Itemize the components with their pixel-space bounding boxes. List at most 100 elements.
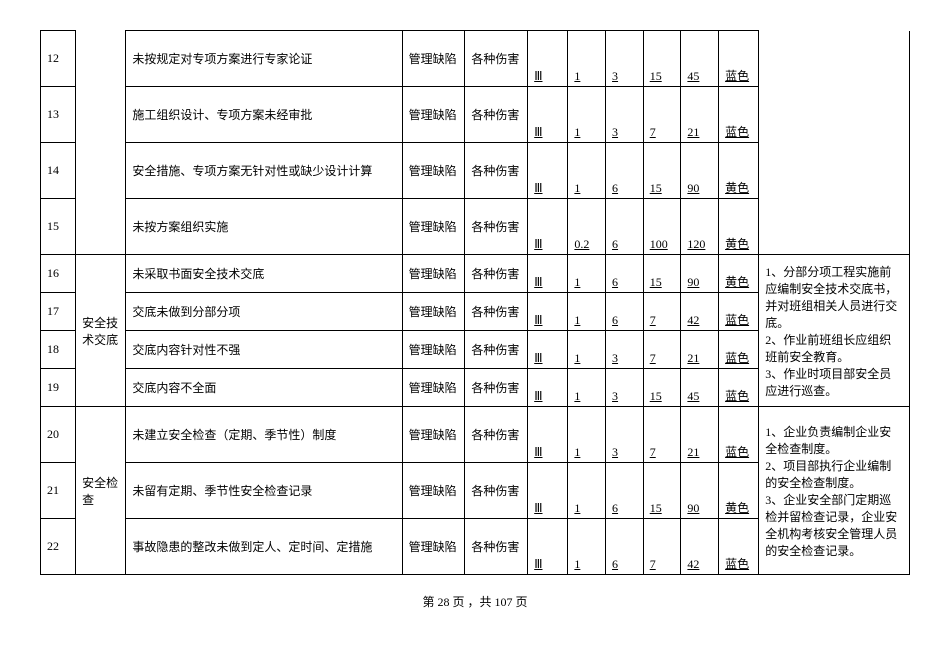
lvl-cell: Ⅲ bbox=[528, 255, 568, 293]
n3-cell: 15 bbox=[643, 463, 681, 519]
type-cell: 管理缺陷 bbox=[402, 31, 465, 87]
idx-cell: 20 bbox=[41, 407, 76, 463]
harm-cell: 各种伤害 bbox=[465, 331, 528, 369]
cat-cell: 安全检查 bbox=[76, 407, 126, 575]
harm-cell: 各种伤害 bbox=[465, 293, 528, 331]
n2-cell: 6 bbox=[606, 255, 644, 293]
desc-cell: 交底内容不全面 bbox=[126, 369, 402, 407]
color-cell: 黄色 bbox=[719, 255, 759, 293]
n4-cell: 42 bbox=[681, 293, 719, 331]
n3-cell: 7 bbox=[643, 331, 681, 369]
n3-cell: 15 bbox=[643, 369, 681, 407]
color-cell: 黄色 bbox=[719, 143, 759, 199]
n3-cell: 7 bbox=[643, 293, 681, 331]
lvl-cell: Ⅲ bbox=[528, 407, 568, 463]
desc-cell: 交底未做到分部分项 bbox=[126, 293, 402, 331]
color-cell: 蓝色 bbox=[719, 293, 759, 331]
note-cell: 1、分部分项工程实施前应编制安全技术交底书，并对班组相关人员进行交底。2、作业前… bbox=[759, 255, 910, 407]
idx-cell: 15 bbox=[41, 199, 76, 255]
type-cell: 管理缺陷 bbox=[402, 255, 465, 293]
n3-cell: 7 bbox=[643, 519, 681, 575]
n4-cell: 21 bbox=[681, 407, 719, 463]
desc-cell: 未留有定期、季节性安全检查记录 bbox=[126, 463, 402, 519]
harm-cell: 各种伤害 bbox=[465, 463, 528, 519]
idx-cell: 16 bbox=[41, 255, 76, 293]
n1-cell: 0.2 bbox=[568, 199, 606, 255]
n1-cell: 1 bbox=[568, 519, 606, 575]
color-cell: 黄色 bbox=[719, 199, 759, 255]
harm-cell: 各种伤害 bbox=[465, 143, 528, 199]
color-cell: 蓝色 bbox=[719, 407, 759, 463]
table-row: 12 未按规定对专项方案进行专家论证 管理缺陷 各种伤害 Ⅲ 1 3 15 45… bbox=[41, 31, 910, 87]
n4-cell: 90 bbox=[681, 463, 719, 519]
page-footer: 第 28 页 ，共 107 页 bbox=[40, 593, 910, 610]
n4-cell: 21 bbox=[681, 87, 719, 143]
n2-cell: 6 bbox=[606, 143, 644, 199]
idx-cell: 14 bbox=[41, 143, 76, 199]
harm-cell: 各种伤害 bbox=[465, 31, 528, 87]
harm-cell: 各种伤害 bbox=[465, 519, 528, 575]
idx-cell: 18 bbox=[41, 331, 76, 369]
harm-cell: 各种伤害 bbox=[465, 369, 528, 407]
harm-cell: 各种伤害 bbox=[465, 199, 528, 255]
lvl-cell: Ⅲ bbox=[528, 199, 568, 255]
n4-cell: 45 bbox=[681, 369, 719, 407]
n1-cell: 1 bbox=[568, 331, 606, 369]
desc-cell: 交底内容针对性不强 bbox=[126, 331, 402, 369]
n1-cell: 1 bbox=[568, 255, 606, 293]
type-cell: 管理缺陷 bbox=[402, 463, 465, 519]
n4-cell: 90 bbox=[681, 255, 719, 293]
n2-cell: 3 bbox=[606, 369, 644, 407]
type-cell: 管理缺陷 bbox=[402, 199, 465, 255]
n4-cell: 90 bbox=[681, 143, 719, 199]
type-cell: 管理缺陷 bbox=[402, 369, 465, 407]
idx-cell: 13 bbox=[41, 87, 76, 143]
n2-cell: 3 bbox=[606, 407, 644, 463]
type-cell: 管理缺陷 bbox=[402, 87, 465, 143]
n4-cell: 42 bbox=[681, 519, 719, 575]
n1-cell: 1 bbox=[568, 143, 606, 199]
desc-cell: 未建立安全检查（定期、季节性）制度 bbox=[126, 407, 402, 463]
n4-cell: 21 bbox=[681, 331, 719, 369]
idx-cell: 19 bbox=[41, 369, 76, 407]
color-cell: 蓝色 bbox=[719, 31, 759, 87]
n3-cell: 15 bbox=[643, 31, 681, 87]
color-cell: 蓝色 bbox=[719, 87, 759, 143]
n1-cell: 1 bbox=[568, 87, 606, 143]
lvl-cell: Ⅲ bbox=[528, 331, 568, 369]
type-cell: 管理缺陷 bbox=[402, 407, 465, 463]
desc-cell: 安全措施、专项方案无针对性或缺少设计计算 bbox=[126, 143, 402, 199]
n3-cell: 7 bbox=[643, 407, 681, 463]
n3-cell: 7 bbox=[643, 87, 681, 143]
n3-cell: 15 bbox=[643, 143, 681, 199]
lvl-cell: Ⅲ bbox=[528, 87, 568, 143]
color-cell: 黄色 bbox=[719, 463, 759, 519]
harm-cell: 各种伤害 bbox=[465, 407, 528, 463]
color-cell: 蓝色 bbox=[719, 519, 759, 575]
n2-cell: 3 bbox=[606, 31, 644, 87]
table-row: 16 安全技术交底 未采取书面安全技术交底 管理缺陷 各种伤害 Ⅲ 1 6 15… bbox=[41, 255, 910, 293]
desc-cell: 事故隐患的整改未做到定人、定时间、定措施 bbox=[126, 519, 402, 575]
n1-cell: 1 bbox=[568, 369, 606, 407]
n3-cell: 100 bbox=[643, 199, 681, 255]
note-cell bbox=[759, 31, 910, 255]
type-cell: 管理缺陷 bbox=[402, 331, 465, 369]
idx-cell: 12 bbox=[41, 31, 76, 87]
n1-cell: 1 bbox=[568, 293, 606, 331]
desc-cell: 未按规定对专项方案进行专家论证 bbox=[126, 31, 402, 87]
lvl-cell: Ⅲ bbox=[528, 293, 568, 331]
idx-cell: 22 bbox=[41, 519, 76, 575]
cat-cell bbox=[76, 31, 126, 255]
lvl-cell: Ⅲ bbox=[528, 463, 568, 519]
data-table: 12 未按规定对专项方案进行专家论证 管理缺陷 各种伤害 Ⅲ 1 3 15 45… bbox=[40, 30, 910, 575]
lvl-cell: Ⅲ bbox=[528, 519, 568, 575]
harm-cell: 各种伤害 bbox=[465, 255, 528, 293]
harm-cell: 各种伤害 bbox=[465, 87, 528, 143]
n2-cell: 3 bbox=[606, 331, 644, 369]
n3-cell: 15 bbox=[643, 255, 681, 293]
lvl-cell: Ⅲ bbox=[528, 31, 568, 87]
idx-cell: 17 bbox=[41, 293, 76, 331]
color-cell: 蓝色 bbox=[719, 369, 759, 407]
desc-cell: 未按方案组织实施 bbox=[126, 199, 402, 255]
color-cell: 蓝色 bbox=[719, 331, 759, 369]
